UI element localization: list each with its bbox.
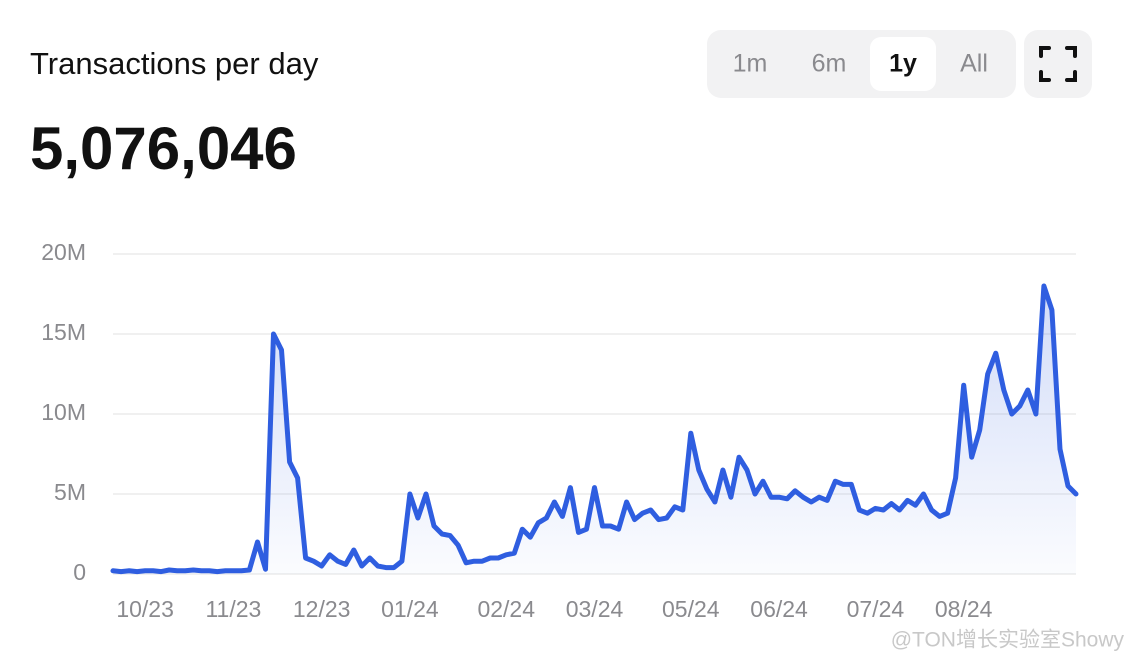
range-selector xyxy=(707,30,1016,98)
x-tick-label: 07/24 xyxy=(847,596,905,622)
fullscreen-icon[interactable] xyxy=(1039,46,1077,82)
line xyxy=(110,283,1079,575)
y-tick-label: 5M xyxy=(54,479,86,505)
x-tick-label: 11/23 xyxy=(205,596,261,622)
area-fill xyxy=(113,286,1076,574)
x-tick-label: 05/24 xyxy=(662,596,720,622)
fullscreen-bg[interactable] xyxy=(1024,30,1092,98)
range-button-active[interactable] xyxy=(870,37,936,91)
x-tick-label: 01/24 xyxy=(381,596,439,622)
fullscreen-button[interactable] xyxy=(1024,30,1092,98)
range-group: 1m 6m 1y All xyxy=(733,37,988,91)
range-button[interactable]: All xyxy=(960,50,988,78)
x-tick-label: 08/24 xyxy=(935,596,993,622)
range-button[interactable]: 1m xyxy=(733,50,768,78)
chart-title: Transactions per day xyxy=(30,46,319,81)
y-tick-label: 10M xyxy=(41,399,86,425)
range-button[interactable]: 1y xyxy=(889,50,917,78)
x-tick-label: 03/24 xyxy=(566,596,624,622)
x-tick-label: 12/23 xyxy=(293,596,351,622)
watermark: @TON增长实验室Showy xyxy=(891,629,1125,652)
y-tick-label: 20M xyxy=(41,239,86,265)
x-tick-label: 06/24 xyxy=(750,596,808,622)
x-tick-label: 02/24 xyxy=(477,596,535,622)
y-tick-label: 0 xyxy=(73,559,86,585)
x-tick-label: 10/23 xyxy=(116,596,174,622)
y-tick-label: 15M xyxy=(41,319,86,345)
range-button[interactable]: 6m xyxy=(812,50,847,78)
headline-value: 5,076,046 xyxy=(30,115,297,182)
